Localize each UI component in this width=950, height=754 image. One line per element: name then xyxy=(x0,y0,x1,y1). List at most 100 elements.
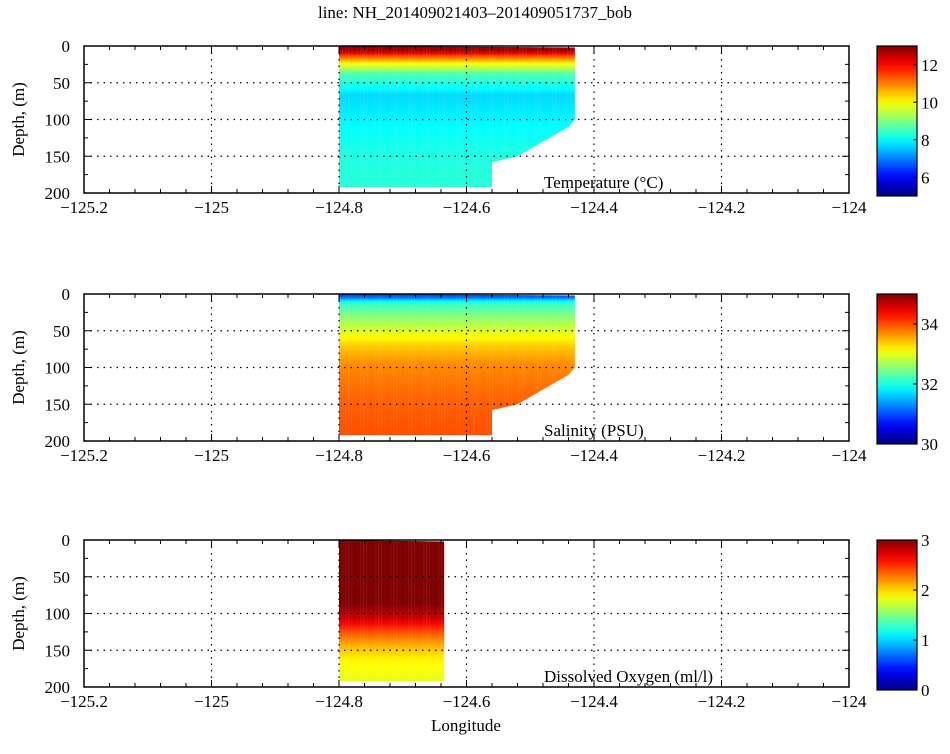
data-streak xyxy=(495,46,497,161)
data-streak xyxy=(552,46,554,137)
data-streak xyxy=(429,294,431,436)
y-axis-label: Depth, (m) xyxy=(9,330,28,405)
data-streak xyxy=(546,294,548,388)
data-streak xyxy=(369,540,371,681)
data-streak xyxy=(570,46,572,126)
data-streak xyxy=(492,46,494,163)
data-streak xyxy=(369,294,371,435)
colorbar xyxy=(876,293,918,445)
data-streak xyxy=(465,294,467,435)
data-streak xyxy=(420,294,422,435)
data-streak xyxy=(501,294,503,408)
panel-label: Salinity (PSU) xyxy=(544,421,644,440)
colorbar-tick-label: 34 xyxy=(921,315,939,334)
data-streak xyxy=(477,294,479,436)
data-streak xyxy=(438,46,440,187)
data-streak xyxy=(450,294,452,435)
data-streak xyxy=(459,294,461,436)
y-tick-label: 200 xyxy=(45,432,71,451)
colorbar-tick-label: 32 xyxy=(921,375,938,394)
data-streak xyxy=(354,294,356,435)
data-streak xyxy=(474,294,476,436)
y-tick-label: 150 xyxy=(45,395,71,414)
data-streak xyxy=(384,46,386,187)
data-streak xyxy=(417,294,419,435)
data-streak xyxy=(507,294,509,407)
y-tick-label: 100 xyxy=(45,605,71,624)
data-streak xyxy=(408,46,410,188)
data-streak xyxy=(462,294,464,435)
data-streak xyxy=(378,294,380,436)
x-tick-label: −124.4 xyxy=(570,198,618,217)
data-streak xyxy=(399,294,401,435)
colorbar-tick-label: 3 xyxy=(921,531,930,550)
data-streak xyxy=(342,294,344,435)
x-tick-label: −124.2 xyxy=(698,692,746,711)
data-streak xyxy=(360,540,362,682)
data-streak xyxy=(390,294,392,435)
data-streak xyxy=(387,46,389,187)
data-streak xyxy=(441,46,443,188)
data-streak xyxy=(339,294,341,435)
data-streak xyxy=(393,540,395,682)
data-streak xyxy=(435,294,437,435)
x-tick-label: −124.2 xyxy=(698,198,746,217)
data-streak xyxy=(498,46,500,161)
data-streak xyxy=(426,540,428,682)
data-streak xyxy=(423,540,425,682)
data-streak xyxy=(561,46,563,131)
data-streak xyxy=(357,46,359,187)
data-streak xyxy=(375,294,377,436)
data-streak xyxy=(498,294,500,409)
data-streak xyxy=(453,46,455,187)
data-streak xyxy=(417,540,419,681)
data-streak xyxy=(363,294,365,436)
data-streak xyxy=(567,46,569,128)
x-tick-label: −125.2 xyxy=(60,692,108,711)
data-streak xyxy=(537,46,539,146)
data-streak xyxy=(363,540,365,682)
data-streak xyxy=(378,46,380,188)
data-streak xyxy=(357,540,359,681)
data-streak xyxy=(546,46,548,140)
data-streak xyxy=(435,540,437,681)
data-streak xyxy=(438,294,440,435)
data-streak xyxy=(477,46,479,188)
data-streak xyxy=(516,294,518,405)
data-streak xyxy=(468,46,470,187)
data-streak xyxy=(465,46,467,187)
data-streak xyxy=(564,46,566,129)
data-streak xyxy=(501,46,503,160)
data-streak xyxy=(378,540,380,682)
y-tick-label: 100 xyxy=(45,359,71,378)
panel-label: Temperature (°C) xyxy=(544,173,663,192)
colorbar xyxy=(876,539,918,691)
data-streak xyxy=(423,294,425,436)
x-tick-label: −124.8 xyxy=(315,692,363,711)
data-streak xyxy=(459,46,461,188)
y-tick-label: 0 xyxy=(62,37,71,56)
y-tick-label: 200 xyxy=(45,678,71,697)
x-tick-label: −124 xyxy=(831,446,867,465)
x-tick-label: −124.2 xyxy=(698,446,746,465)
data-streak xyxy=(375,46,377,188)
data-streak xyxy=(381,540,383,682)
data-streak xyxy=(411,540,413,682)
data-streak xyxy=(534,46,536,147)
x-tick-label: −124.6 xyxy=(443,692,491,711)
data-streak xyxy=(423,46,425,188)
y-axis-label: Depth, (m) xyxy=(9,82,28,157)
data-streak xyxy=(411,46,413,188)
data-streak xyxy=(570,294,572,374)
data-streak xyxy=(414,46,416,187)
data-streak xyxy=(420,46,422,187)
data-streak xyxy=(429,46,431,188)
data-field xyxy=(339,294,575,436)
data-streak xyxy=(372,46,374,187)
data-streak xyxy=(516,46,518,157)
data-streak xyxy=(342,46,344,187)
data-streak xyxy=(390,46,392,187)
data-streak xyxy=(528,294,530,398)
data-streak xyxy=(420,540,422,681)
